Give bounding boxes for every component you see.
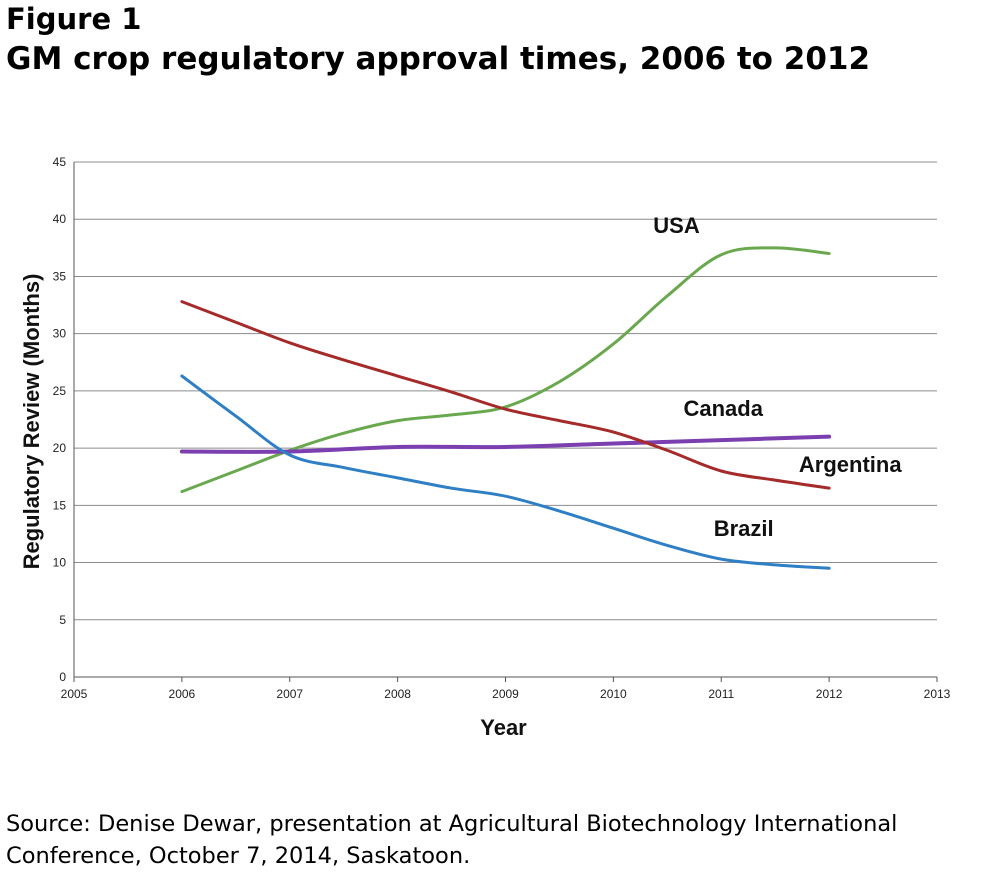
x-tick-label: 2012 [816, 687, 843, 701]
series-line-canada [179, 434, 832, 454]
x-tick-label: 2005 [61, 687, 88, 701]
y-tick-label: 15 [53, 498, 67, 512]
x-tick-label: 2011 [708, 687, 734, 701]
series-label-argentina: Argentina [799, 452, 902, 477]
y-tick-label: 40 [53, 212, 67, 226]
y-tick-label: 30 [53, 327, 67, 341]
axes [73, 162, 938, 682]
x-axis-title: Year [480, 715, 527, 740]
x-tick-label: 2007 [276, 687, 303, 701]
x-tick-label: 2013 [924, 687, 951, 701]
figure-title: GM crop regulatory approval times, 2006 … [6, 41, 871, 77]
y-tick-label: 0 [59, 670, 66, 684]
x-tick-label: 2009 [492, 687, 519, 701]
x-tick-label: 2010 [600, 687, 627, 701]
y-tick-label: 45 [53, 155, 67, 169]
figure-label: Figure 1 [6, 2, 142, 36]
y-tick-label: 20 [53, 441, 67, 455]
y-tick-label: 25 [53, 384, 67, 398]
series-line-argentina [180, 300, 831, 490]
y-tick-label: 35 [53, 269, 67, 283]
line-chart: 0 5 10 15 20 25 30 35 40 45 2005 2006 2007 2008 2009 20… [19, 155, 951, 740]
grid-lines [74, 161, 937, 621]
series-label-usa: USA [653, 213, 700, 238]
series-line-brazil [180, 374, 831, 570]
series-line-usa [180, 246, 831, 494]
x-tick-label: 2006 [169, 687, 196, 701]
series-labels: USA Canada Argentina Brazil [653, 213, 902, 541]
tick-labels: 0 5 10 15 20 25 30 35 40 45 2005 2006 2007 2008 2009 20… [53, 155, 951, 701]
series-lines [179, 246, 832, 570]
series-label-canada: Canada [683, 396, 763, 421]
y-tick-label: 5 [59, 613, 66, 627]
source-note: Source: Denise Dewar, presentation at Ag… [6, 811, 898, 869]
x-tick-label: 2008 [384, 687, 411, 701]
y-tick-label: 10 [53, 556, 67, 570]
series-label-brazil: Brazil [714, 516, 774, 541]
y-axis-title: Regulatory Review (Months) [19, 274, 44, 570]
